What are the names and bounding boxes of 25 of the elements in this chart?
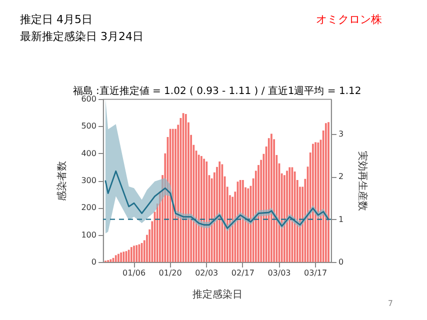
x-tick-label: 02/03: [195, 268, 218, 278]
chart-title: 福島 :直近推定値 = 1.02 ( 0.93 - 1.11 ) / 直近1週平均 = 1.12: [72, 85, 362, 97]
text: 推定日 4月5日: [20, 13, 92, 26]
y-tick-label: 0: [91, 258, 96, 266]
y2-tick-label: 3: [338, 129, 344, 138]
text: 最新推定感染日 3月24日: [20, 30, 144, 43]
y-tick-label: 300: [81, 176, 96, 185]
text: 7: [388, 299, 393, 308]
x-tick-label: 03/03: [268, 268, 291, 278]
y-tick-label: 500: [81, 122, 96, 131]
text: オミクロン株: [316, 13, 382, 26]
y-tick-label: 400: [81, 148, 96, 158]
y-axis-title: 感染者数: [56, 161, 68, 201]
x-tick-label: 03/17: [304, 268, 328, 278]
y-tick-label: 600: [81, 94, 96, 104]
y2-axis-title: 実効再生産数: [356, 151, 369, 211]
x-tick-label: 01/06: [122, 268, 146, 278]
y2-tick-label: 1: [338, 214, 344, 224]
x-tick-label: 02/17: [231, 268, 254, 278]
y-tick-label: 100: [81, 230, 96, 240]
y2-tick-label: 0: [338, 258, 344, 266]
y-tick-label: 200: [81, 203, 96, 212]
y2-tick-label: 2: [338, 172, 344, 182]
x-tick-label: 01/20: [158, 268, 182, 278]
x-axis-title: 推定感染日: [192, 288, 242, 300]
